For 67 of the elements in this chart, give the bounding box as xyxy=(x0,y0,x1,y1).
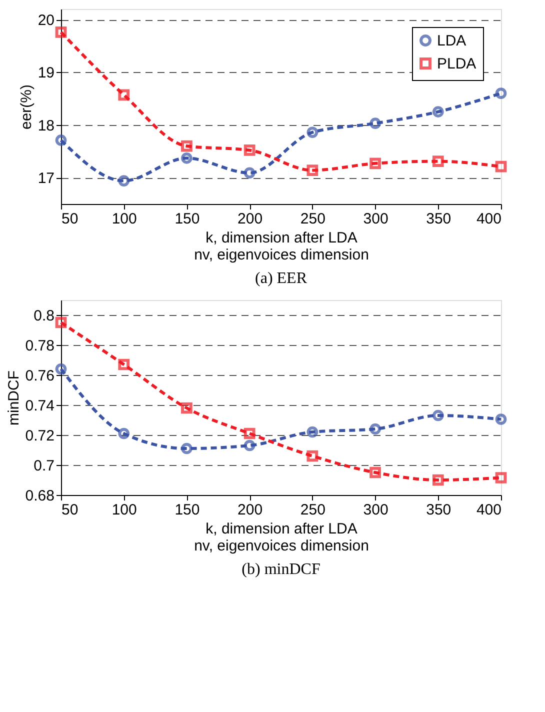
point xyxy=(495,88,507,99)
point xyxy=(306,126,318,138)
point xyxy=(370,466,381,478)
point xyxy=(244,440,256,452)
point xyxy=(370,158,381,170)
y-tick-label: 0.78 xyxy=(25,338,54,354)
point xyxy=(495,472,507,484)
y-tick-label: 0.72 xyxy=(25,428,54,444)
x-tick-label: 250 xyxy=(300,502,326,518)
point xyxy=(118,89,130,101)
point xyxy=(55,363,67,375)
x-tick-label: 50 xyxy=(62,502,78,518)
x-tick-label: 400 xyxy=(476,502,502,518)
y-tick-label: 19 xyxy=(38,64,54,82)
point xyxy=(118,428,130,440)
point xyxy=(244,144,256,156)
x-tick-label: 300 xyxy=(363,502,388,518)
y-tick-label: 0.76 xyxy=(25,368,54,384)
x-tick-label: 150 xyxy=(174,210,200,228)
point xyxy=(432,474,444,486)
y-tick-label: 0.8 xyxy=(34,308,54,324)
point xyxy=(432,410,444,422)
point xyxy=(306,450,318,462)
point xyxy=(370,423,381,435)
point xyxy=(306,164,318,176)
point xyxy=(495,160,507,172)
x-tick-label: 100 xyxy=(112,502,137,518)
point xyxy=(118,175,130,186)
x-axis-title: k, dimension after LDA nv, eigenvoices dimension xyxy=(194,520,369,554)
point xyxy=(306,426,318,438)
x-tick-label: 400 xyxy=(476,210,502,228)
point xyxy=(432,106,444,118)
y-tick-label: 18 xyxy=(38,117,54,134)
y-tick-label: 17 xyxy=(38,170,54,188)
x-axis-title: k, dimension after LDA nv, eigenvoices dimension xyxy=(194,230,369,264)
legend-label: PLDA xyxy=(437,56,476,72)
y-tick-label: 0.74 xyxy=(25,398,54,414)
point xyxy=(181,442,192,454)
x-tick-label: 350 xyxy=(426,502,452,518)
point xyxy=(181,402,192,414)
point xyxy=(55,316,67,328)
text: (a) EER xyxy=(255,270,308,287)
x-tick-label: 100 xyxy=(112,210,137,228)
point xyxy=(495,414,507,425)
x-tick-label: 350 xyxy=(426,210,452,228)
y-tick-label: 20 xyxy=(38,12,54,30)
x-tick-label: 200 xyxy=(238,502,263,518)
point xyxy=(244,428,256,440)
y-tick-label: 0.7 xyxy=(34,458,54,474)
x-tick-label: 150 xyxy=(174,502,200,518)
point xyxy=(118,358,130,370)
x-tick-label: 50 xyxy=(62,210,78,228)
legend-label: LDA xyxy=(437,32,466,50)
point xyxy=(55,134,67,146)
point xyxy=(181,140,192,152)
y-tick-label: 0.68 xyxy=(25,488,54,504)
point xyxy=(432,156,444,167)
point xyxy=(370,118,381,130)
y-axis-title: minDCF xyxy=(5,370,22,426)
x-tick-label: 300 xyxy=(363,210,388,228)
point xyxy=(55,26,67,38)
point xyxy=(181,152,192,164)
y-axis-title: eer(%) xyxy=(18,84,35,130)
text: (b) minDCF xyxy=(242,561,320,578)
x-tick-label: 200 xyxy=(238,210,263,228)
point xyxy=(244,167,256,179)
x-tick-label: 250 xyxy=(300,210,326,228)
